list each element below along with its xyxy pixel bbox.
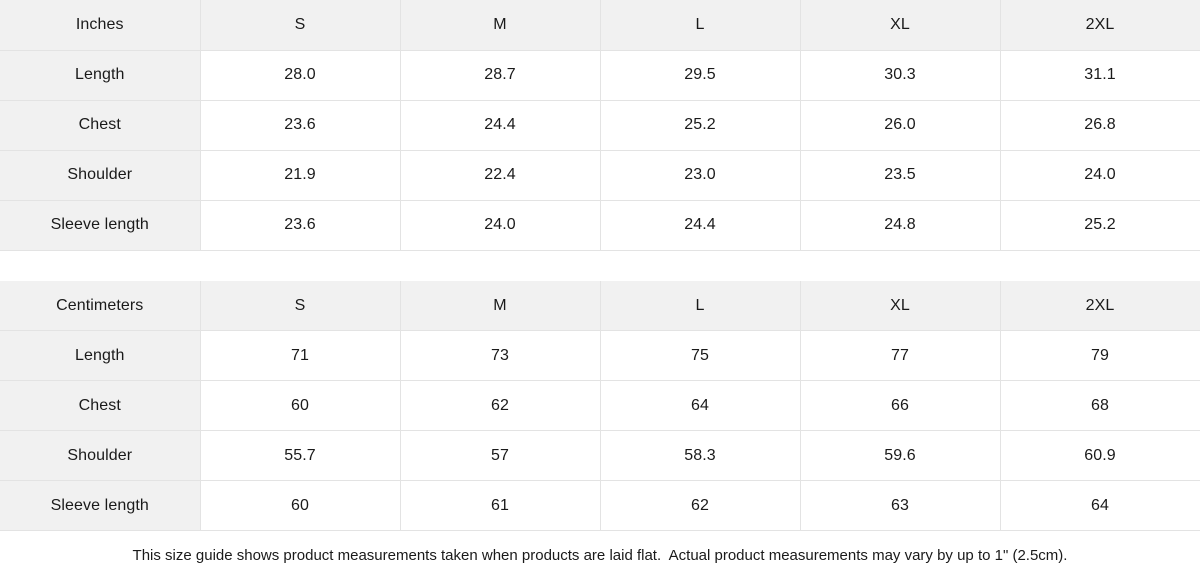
measurement-value: 25.2: [1000, 200, 1200, 251]
unit-label-inches: Inches: [0, 0, 201, 51]
measurement-value: 73: [400, 330, 601, 381]
measurement-value: 64: [600, 380, 801, 431]
measurement-value: 62: [600, 480, 801, 531]
measurement-value: 62: [400, 380, 601, 431]
measurement-label: Sleeve length: [0, 200, 201, 251]
measurement-value: 24.0: [1000, 150, 1200, 201]
measurement-value: 29.5: [600, 50, 801, 101]
size-table-centimeters-body: Length 71 73 75 77 79 Chest 60 62 64 66 …: [0, 330, 1200, 531]
table-row: Sleeve length 60 61 62 63 64: [0, 480, 1200, 531]
size-header-xl: XL: [800, 280, 1001, 331]
measurement-value: 71: [200, 330, 401, 381]
table-row: Sleeve length 23.6 24.0 24.4 24.8 25.2: [0, 200, 1200, 251]
table-separator: [0, 250, 1200, 281]
measurement-value: 59.6: [800, 430, 1001, 481]
measurement-label: Shoulder: [0, 150, 201, 201]
table-row: Chest 23.6 24.4 25.2 26.0 26.8: [0, 100, 1200, 151]
size-header-2xl: 2XL: [1000, 0, 1200, 51]
measurement-value: 68: [1000, 380, 1200, 431]
measurement-value: 58.3: [600, 430, 801, 481]
measurement-value: 23.0: [600, 150, 801, 201]
measurement-value: 21.9: [200, 150, 401, 201]
measurement-value: 25.2: [600, 100, 801, 151]
table-row: Shoulder 21.9 22.4 23.0 23.5 24.0: [0, 150, 1200, 201]
measurement-label: Length: [0, 50, 201, 101]
size-table-centimeters-head: Centimeters S M L XL 2XL: [0, 280, 1200, 331]
size-table-inches-body: Length 28.0 28.7 29.5 30.3 31.1 Chest 23…: [0, 50, 1200, 251]
measurement-value: 23.6: [200, 200, 401, 251]
measurement-value: 63: [800, 480, 1001, 531]
measurement-value: 60: [200, 480, 401, 531]
measurement-value: 55.7: [200, 430, 401, 481]
size-header-l: L: [600, 280, 801, 331]
size-header-xl: XL: [800, 0, 1001, 51]
measurement-value: 24.4: [400, 100, 601, 151]
measurement-value: 75: [600, 330, 801, 381]
measurement-label: Sleeve length: [0, 480, 201, 531]
table-row: Shoulder 55.7 57 58.3 59.6 60.9: [0, 430, 1200, 481]
measurement-value: 26.0: [800, 100, 1001, 151]
measurement-value: 60: [200, 380, 401, 431]
measurement-label: Chest: [0, 100, 201, 151]
measurement-label: Shoulder: [0, 430, 201, 481]
measurement-value: 28.0: [200, 50, 401, 101]
measurement-value: 31.1: [1000, 50, 1200, 101]
size-table-inches: Inches S M L XL 2XL Length 28.0 28.7 29.…: [0, 0, 1200, 251]
measurement-value: 57: [400, 430, 601, 481]
size-table-inches-head: Inches S M L XL 2XL: [0, 0, 1200, 51]
measurement-value: 30.3: [800, 50, 1001, 101]
table-row: Chest 60 62 64 66 68: [0, 380, 1200, 431]
table-row: Length 28.0 28.7 29.5 30.3 31.1: [0, 50, 1200, 101]
measurement-value: 22.4: [400, 150, 601, 201]
measurement-value: 60.9: [1000, 430, 1200, 481]
measurement-value: 79: [1000, 330, 1200, 381]
measurement-value: 24.8: [800, 200, 1001, 251]
size-table-centimeters: Centimeters S M L XL 2XL Length 71 73 75…: [0, 280, 1200, 531]
measurement-value: 26.8: [1000, 100, 1200, 151]
size-header-m: M: [400, 0, 601, 51]
size-guide-footnote: This size guide shows product measuremen…: [0, 531, 1200, 580]
measurement-value: 77: [800, 330, 1001, 381]
measurement-value: 23.5: [800, 150, 1001, 201]
table-row: Length 71 73 75 77 79: [0, 330, 1200, 381]
measurement-value: 23.6: [200, 100, 401, 151]
measurement-label: Chest: [0, 380, 201, 431]
size-header-s: S: [200, 0, 401, 51]
measurement-value: 64: [1000, 480, 1200, 531]
measurement-value: 66: [800, 380, 1001, 431]
size-header-m: M: [400, 280, 601, 331]
size-header-s: S: [200, 280, 401, 331]
size-header-l: L: [600, 0, 801, 51]
header-row: Inches S M L XL 2XL: [0, 0, 1200, 51]
measurement-label: Length: [0, 330, 201, 381]
size-header-2xl: 2XL: [1000, 280, 1200, 331]
measurement-value: 61: [400, 480, 601, 531]
measurement-value: 24.4: [600, 200, 801, 251]
header-row: Centimeters S M L XL 2XL: [0, 280, 1200, 331]
measurement-value: 28.7: [400, 50, 601, 101]
unit-label-centimeters: Centimeters: [0, 280, 201, 331]
measurement-value: 24.0: [400, 200, 601, 251]
